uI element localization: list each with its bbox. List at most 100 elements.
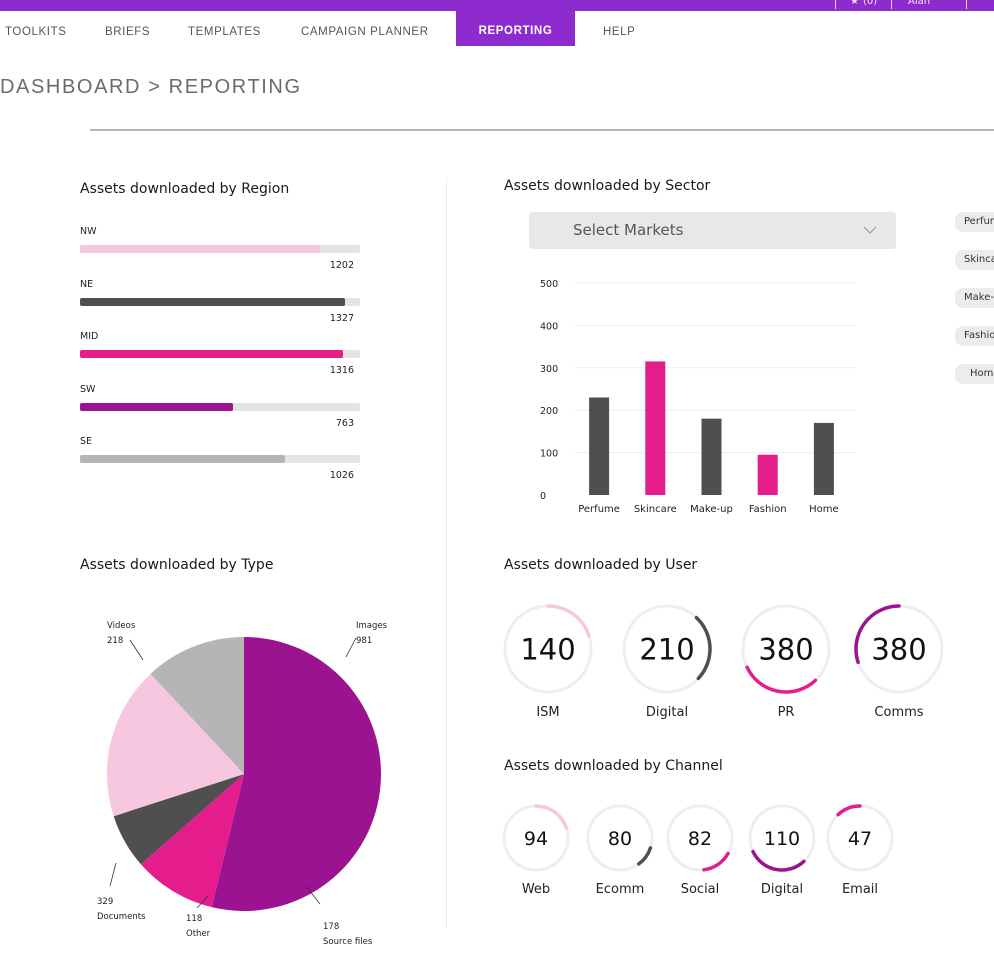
- user-label: PR: [777, 705, 795, 720]
- market-chip-fashion[interactable]: Fashion: [955, 326, 994, 346]
- pie-leader-line: [305, 885, 321, 905]
- ring-progress-arc: [534, 804, 569, 830]
- x-tick-label: Home: [809, 504, 839, 515]
- sector-title: Assets downloaded by Sector: [504, 178, 711, 194]
- user-label: Digital: [645, 705, 689, 720]
- y-tick-label: 400: [540, 321, 558, 332]
- channel-ring: 110: [748, 804, 816, 872]
- user-ring: 140: [503, 604, 593, 694]
- ring-value: 110: [764, 828, 800, 850]
- pie-slice: [140, 774, 244, 908]
- nav-item-reporting[interactable]: REPORTING: [456, 11, 575, 46]
- sector-bar-chart: 0 100 200 300 400 500 Perfume Skincare Make-up Fa…: [540, 279, 855, 515]
- region-value: 1202: [329, 260, 354, 271]
- pie-slice: [211, 637, 381, 911]
- region-value: 763: [335, 417, 354, 429]
- sector-bar: [813, 422, 834, 495]
- pie-slice: [150, 637, 244, 774]
- sector-bar: [645, 361, 666, 495]
- region-value: 1316: [329, 365, 354, 376]
- channel-ring: 94: [502, 804, 570, 872]
- region-bar: [80, 402, 233, 411]
- region-bar: [80, 297, 346, 306]
- cart-icon[interactable]: ★: [850, 0, 859, 7]
- top-bar: ★ (0) Alan: [0, 0, 994, 11]
- pie-slice-value: 118: [186, 914, 202, 924]
- sector-bar: [589, 397, 610, 495]
- ring-track: [586, 804, 654, 872]
- pie-slice-value: 981: [356, 636, 372, 646]
- ring-track: [666, 804, 734, 872]
- ring-progress-arc: [637, 846, 653, 866]
- type-pie-chart: Images 981 Source files 178 Other 118 Document…: [97, 621, 388, 947]
- x-tick-label: Perfume: [578, 504, 620, 515]
- region-label: SW: [80, 383, 96, 395]
- pie-slice-value: 218: [107, 636, 123, 646]
- pie-leader-line: [129, 639, 144, 661]
- market-chip-perfume[interactable]: Perfume: [955, 212, 994, 232]
- market-chip-skincare[interactable]: Skincare: [955, 250, 994, 270]
- pie-slice: [113, 774, 244, 865]
- region-bar: [80, 245, 321, 253]
- channel-label: Web: [521, 882, 551, 897]
- market-chip-home[interactable]: Home: [955, 364, 994, 384]
- pie-slice-value: 329: [97, 897, 113, 907]
- nav-item-templates[interactable]: TEMPLATES: [188, 26, 261, 38]
- nav-item-briefs[interactable]: BRIEFS: [105, 26, 151, 38]
- sector-bar: [701, 418, 722, 495]
- channel-ring: 82: [666, 804, 734, 872]
- region-bar: [80, 350, 344, 358]
- user-menu[interactable]: Alan: [908, 0, 931, 7]
- channel-label: Ecomm: [595, 882, 645, 897]
- region-bar-track: [80, 455, 360, 463]
- main-nav: TOOLKITS BRIEFS TEMPLATES CAMPAIGN PLANN…: [0, 11, 994, 47]
- user-ring: 380: [854, 604, 944, 694]
- user-ring: 210: [622, 604, 712, 694]
- region-label: NE: [80, 278, 94, 290]
- region-bar-track: [80, 402, 360, 411]
- y-tick-label: 200: [540, 406, 558, 417]
- top-bar-divider: [966, 0, 967, 9]
- region-label: SE: [80, 436, 93, 447]
- ring-value: 380: [758, 632, 813, 666]
- x-tick-label: Make-up: [690, 504, 733, 515]
- x-tick-label: Skincare: [634, 504, 677, 515]
- breadcrumb: DASHBOARD > REPORTING: [0, 76, 302, 98]
- pie-slice: [107, 673, 244, 817]
- pie-slice-value: 178: [323, 922, 339, 932]
- user-label: Comms: [874, 705, 924, 720]
- region-value: 1026: [329, 470, 354, 481]
- channel-label: Email: [841, 882, 879, 897]
- top-bar-divider: [835, 0, 836, 9]
- nav-item-help[interactable]: HELP: [603, 26, 636, 38]
- region-bar-track: [80, 245, 360, 253]
- region-title: Assets downloaded by Region: [80, 181, 290, 197]
- ring-progress-arc: [751, 849, 806, 872]
- ring-progress-arc: [702, 851, 730, 872]
- channel-title: Assets downloaded by Channel: [504, 758, 723, 774]
- sector-bar: [757, 454, 778, 495]
- select-markets-dropdown[interactable]: Select Markets: [529, 212, 896, 249]
- type-title: Assets downloaded by Type: [80, 557, 274, 573]
- ring-value: 80: [608, 828, 632, 850]
- ring-progress-arc: [854, 604, 901, 665]
- region-bar-track: [80, 350, 360, 358]
- pie-slice-label: Documents: [97, 912, 146, 922]
- nav-item-campaign-planner[interactable]: CAMPAIGN PLANNER: [301, 26, 429, 38]
- region-value: 1327: [329, 312, 354, 324]
- pie-leader-line: [196, 895, 209, 909]
- cart-count[interactable]: (0): [863, 0, 878, 7]
- pie-slice-label: Images: [356, 621, 388, 631]
- region-label: NW: [80, 226, 97, 237]
- ring-value: 94: [524, 828, 548, 850]
- y-tick-label: 0: [540, 491, 546, 502]
- ring-value: 380: [871, 632, 926, 666]
- channel-label: Digital: [760, 882, 804, 897]
- market-chip-make-up[interactable]: Make-up: [955, 288, 994, 308]
- y-tick-label: 100: [540, 449, 558, 460]
- ring-progress-arc: [546, 604, 591, 638]
- nav-item-toolkits[interactable]: TOOLKITS: [5, 26, 67, 38]
- ring-progress-arc: [745, 665, 818, 694]
- channel-label: Social: [680, 882, 720, 897]
- ring-value: 210: [639, 632, 694, 666]
